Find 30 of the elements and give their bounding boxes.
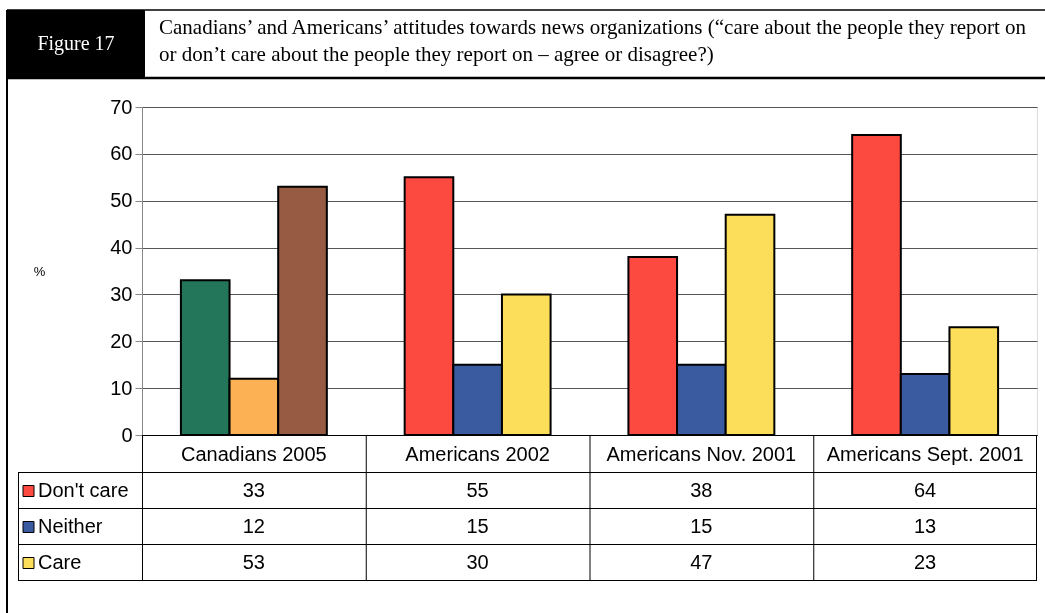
chart-title: Figure 17 <box>37 32 115 55</box>
y-tick-label: 40 <box>110 236 133 259</box>
x-tick-label: Americans Nov. 2001 <box>606 442 797 465</box>
legend-label: Care <box>38 551 82 573</box>
data-label: 23 <box>914 551 937 573</box>
data-label: 15 <box>690 515 713 537</box>
data-label: 15 <box>466 515 489 537</box>
y-tick-label: 70 <box>110 95 133 118</box>
data-label: 53 <box>242 551 265 573</box>
y-tick-label: 10 <box>110 376 133 399</box>
legend-label: Neither <box>38 515 103 537</box>
y-tick-label: 30 <box>110 282 133 305</box>
data-label: 47 <box>690 551 713 573</box>
x-tick-label: Americans Sept. 2001 <box>826 442 1024 465</box>
y-tick-label: 0 <box>121 423 133 446</box>
y-axis-title: % <box>33 263 46 279</box>
x-tick-label: Canadians 2005 <box>181 442 327 465</box>
y-tick-label: 60 <box>110 142 133 165</box>
data-label: 64 <box>914 479 937 501</box>
data-label: 55 <box>466 479 489 501</box>
y-tick-label: 50 <box>110 189 133 212</box>
x-tick-label: Americans 2002 <box>405 442 550 465</box>
data-label: 30 <box>466 551 489 573</box>
data-label: 38 <box>690 479 713 501</box>
data-label: 33 <box>242 479 265 501</box>
chart-subtitle: Canadians’ and Americans’ attitudes towards news organizations (“care about the people they report on or don’t care about the people they report on – agree or disagree?) <box>159 15 1027 66</box>
data-label: 13 <box>914 515 937 537</box>
data-label: 12 <box>242 515 265 537</box>
y-tick-label: 20 <box>110 329 133 352</box>
legend-label: Don't care <box>38 479 129 501</box>
